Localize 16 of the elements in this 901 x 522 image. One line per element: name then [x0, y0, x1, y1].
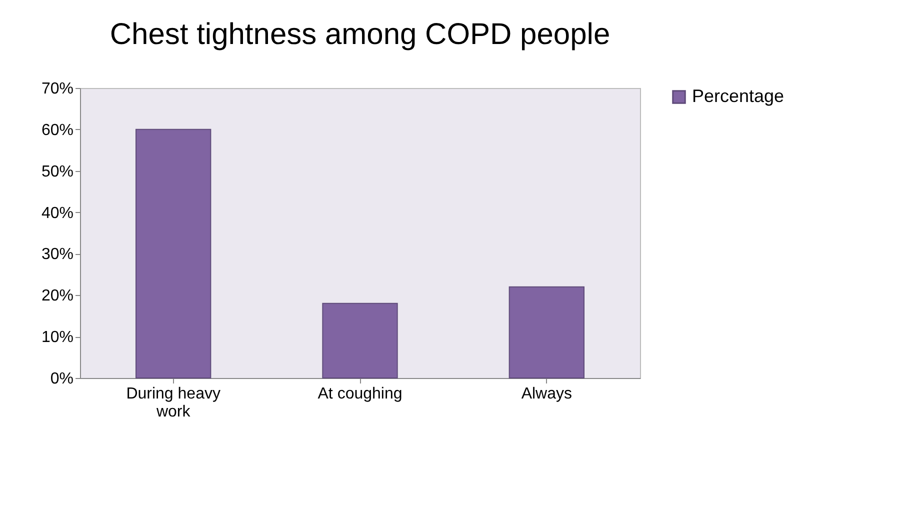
- y-tick-label: 0%: [50, 370, 74, 388]
- y-tick-label: 40%: [41, 204, 74, 222]
- x-tick-label: Always: [521, 386, 572, 402]
- y-tick-label: 60%: [41, 122, 74, 139]
- x-tick-label: During heavy work: [126, 386, 220, 420]
- y-tick-label: 70%: [41, 80, 74, 98]
- y-tick-label: 10%: [41, 329, 74, 346]
- bar: [136, 128, 212, 378]
- y-tick-label: 50%: [41, 163, 74, 180]
- chart-title: Chest tightness among COPD people: [110, 18, 610, 51]
- bar: [508, 286, 584, 378]
- y-tick-label: 30%: [41, 246, 74, 264]
- x-tick-label: At coughing: [318, 386, 402, 402]
- y-tick-label: 20%: [41, 288, 74, 305]
- bar: [322, 302, 398, 378]
- legend-label: Percentage: [692, 86, 784, 106]
